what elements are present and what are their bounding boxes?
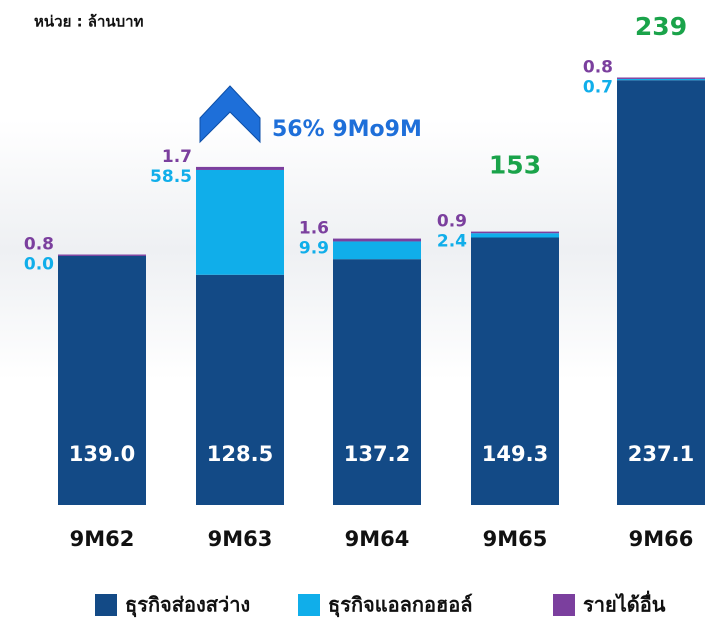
value-label: 137.2 xyxy=(344,442,410,466)
legend-swatch xyxy=(298,594,320,616)
value-label: 1.6 xyxy=(299,219,329,239)
bar-segment xyxy=(333,238,421,242)
value-label: 0.7 xyxy=(583,78,613,98)
annotation: 56% 9Mo9M xyxy=(272,117,422,142)
legend-label: ธุรกิจแอลกอฮอล์ xyxy=(328,593,473,618)
value-label: 9.9 xyxy=(299,239,329,259)
legend-label: ธุรกิจส่องสว่าง xyxy=(125,593,250,618)
bar-segment xyxy=(617,77,705,79)
value-label: 237.1 xyxy=(628,442,694,466)
x-tick-label: 9M66 xyxy=(629,527,694,551)
bar-segment xyxy=(196,169,284,275)
up-arrow xyxy=(199,85,261,144)
bar-segment xyxy=(196,166,284,170)
x-tick-label: 9M65 xyxy=(483,527,548,551)
x-tick-label: 9M64 xyxy=(345,527,410,551)
bar-segment xyxy=(58,255,146,505)
legend-label: รายได้อื่น xyxy=(583,590,666,617)
bar-segment xyxy=(333,259,421,505)
value-label: 0.0 xyxy=(24,255,54,275)
value-label: 128.5 xyxy=(207,442,273,466)
bar-segment xyxy=(333,241,421,260)
value-label: 0.8 xyxy=(24,235,54,255)
value-label: 139.0 xyxy=(69,442,135,466)
bar-segment xyxy=(58,254,146,256)
value-label: 149.3 xyxy=(482,442,548,466)
legend-swatch xyxy=(95,594,117,616)
value-label: 58.5 xyxy=(150,167,192,187)
legend-swatch xyxy=(553,594,575,616)
bar-segment xyxy=(196,274,284,505)
bar-segment xyxy=(471,233,559,238)
value-label: 1.7 xyxy=(162,147,192,167)
bar-segment xyxy=(617,80,705,505)
total-label: 239 xyxy=(635,12,687,41)
value-label: 0.8 xyxy=(583,58,613,78)
bar-segment xyxy=(617,78,705,81)
bar-segment xyxy=(471,231,559,234)
x-tick-label: 9M62 xyxy=(70,527,135,551)
bar-segment xyxy=(471,237,559,506)
unit-label: หน่วย : ล้านบาท xyxy=(34,13,144,31)
value-label: 2.4 xyxy=(437,232,467,252)
total-label: 153 xyxy=(489,151,541,180)
value-label: 0.9 xyxy=(437,212,467,232)
x-tick-label: 9M63 xyxy=(208,527,273,551)
